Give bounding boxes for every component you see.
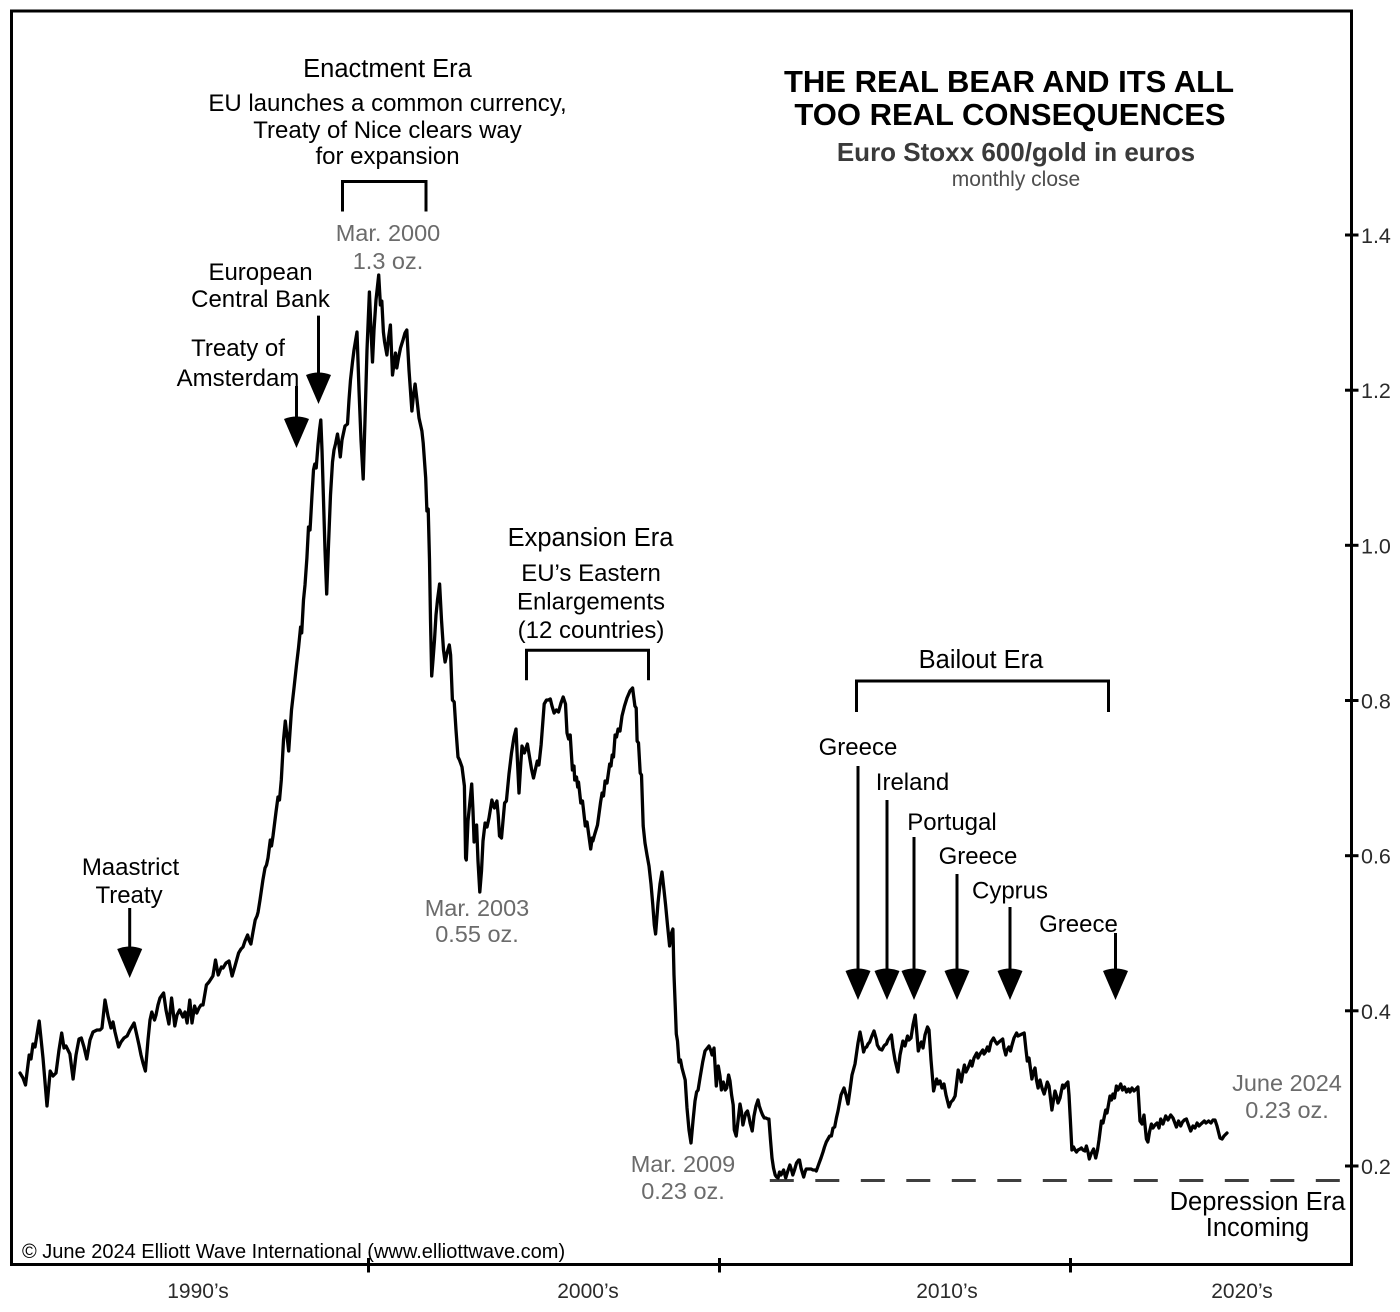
- svg-text:1.4: 1.4: [1361, 224, 1391, 248]
- svg-text:Expansion Era: Expansion Era: [508, 524, 675, 552]
- svg-text:0.2: 0.2: [1361, 1155, 1391, 1179]
- svg-text:Enactment Era: Enactment Era: [303, 55, 472, 83]
- svg-text:Greece: Greece: [819, 734, 898, 761]
- svg-text:Enlargements: Enlargements: [517, 589, 665, 616]
- svg-text:© June 2024 Elliott Wave Inter: © June 2024 Elliott Wave International (…: [22, 1241, 565, 1263]
- svg-text:Ireland: Ireland: [876, 769, 949, 796]
- svg-text:Mar. 2009: Mar. 2009: [631, 1151, 736, 1177]
- svg-text:EU’s Eastern: EU’s Eastern: [521, 560, 661, 587]
- svg-text:Treaty of: Treaty of: [191, 335, 285, 362]
- svg-text:0.55 oz.: 0.55 oz.: [435, 921, 519, 947]
- svg-text:Central Bank: Central Bank: [191, 286, 331, 313]
- svg-text:0.6: 0.6: [1361, 845, 1391, 869]
- svg-text:0.23 oz.: 0.23 oz.: [1245, 1097, 1329, 1123]
- svg-text:Treaty of Nice clears way: Treaty of Nice clears way: [253, 117, 522, 144]
- svg-text:1.3 oz.: 1.3 oz.: [353, 248, 424, 274]
- svg-text:Greece: Greece: [939, 843, 1018, 870]
- svg-text:0.23 oz.: 0.23 oz.: [641, 1178, 725, 1204]
- svg-text:monthly close: monthly close: [952, 168, 1080, 191]
- svg-text:2020’s: 2020’s: [1211, 1280, 1273, 1303]
- svg-text:1.0: 1.0: [1361, 534, 1391, 558]
- svg-text:THE REAL BEAR AND ITS ALL: THE REAL BEAR AND ITS ALL: [784, 64, 1234, 99]
- svg-text:Euro Stoxx 600/gold in euros: Euro Stoxx 600/gold in euros: [837, 137, 1195, 167]
- svg-text:European: European: [208, 259, 312, 286]
- svg-text:for expansion: for expansion: [315, 143, 459, 170]
- svg-text:Mar. 2003: Mar. 2003: [425, 895, 530, 921]
- svg-text:EU launches a common currency,: EU launches a common currency,: [208, 90, 566, 117]
- svg-text:Greece: Greece: [1039, 911, 1118, 938]
- svg-text:TOO REAL CONSEQUENCES: TOO REAL CONSEQUENCES: [794, 97, 1225, 132]
- svg-text:June 2024: June 2024: [1232, 1070, 1342, 1096]
- svg-text:Incoming: Incoming: [1206, 1214, 1309, 1242]
- svg-text:Mar. 2000: Mar. 2000: [336, 220, 441, 246]
- svg-text:Amsterdam: Amsterdam: [177, 365, 300, 392]
- svg-text:2010’s: 2010’s: [916, 1280, 978, 1303]
- svg-text:Maastrict: Maastrict: [82, 854, 180, 881]
- svg-text:Bailout Era: Bailout Era: [919, 646, 1045, 674]
- svg-text:1990’s: 1990’s: [167, 1280, 229, 1303]
- svg-text:Cyprus: Cyprus: [972, 878, 1048, 905]
- svg-text:Treaty: Treaty: [95, 882, 162, 909]
- svg-text:Depression Era: Depression Era: [1170, 1188, 1347, 1216]
- svg-text:Portugal: Portugal: [907, 809, 996, 836]
- svg-text:(12 countries): (12 countries): [518, 617, 665, 644]
- svg-text:0.8: 0.8: [1361, 690, 1391, 714]
- svg-text:1.2: 1.2: [1361, 379, 1391, 403]
- svg-text:2000’s: 2000’s: [557, 1280, 619, 1303]
- svg-text:0.4: 0.4: [1361, 1000, 1391, 1024]
